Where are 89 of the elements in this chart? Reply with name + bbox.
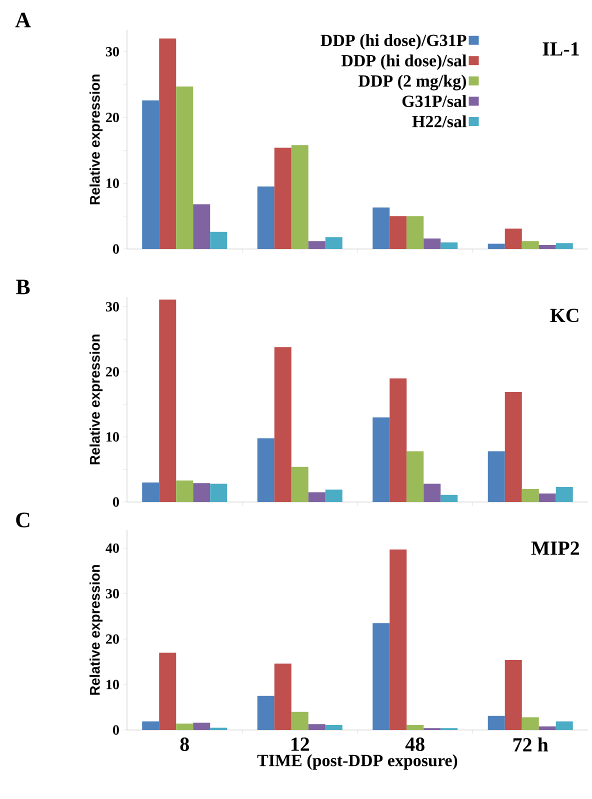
x-axis-title: TIME (post-DDP exposure): [257, 754, 458, 770]
bar: [308, 241, 326, 249]
bar: [176, 724, 194, 730]
bar: [193, 483, 210, 502]
bar: [142, 482, 160, 502]
legend-label: DDP (hi dose)/sal: [341, 54, 466, 70]
bar: [210, 232, 228, 249]
bar: [325, 237, 342, 249]
bar: [504, 228, 522, 249]
bar: [424, 484, 441, 502]
bar: [274, 347, 292, 502]
x-tick-label: 8: [180, 738, 189, 752]
bar: [257, 186, 274, 249]
bar: [538, 245, 556, 249]
x-tick-label: 48: [405, 738, 424, 752]
x-tick-label: 72 h: [513, 738, 548, 752]
bar: [257, 438, 274, 502]
y-tick-label: 20: [106, 112, 119, 122]
bar: [372, 208, 390, 249]
y-tick-label: 10: [106, 178, 119, 188]
bar: [488, 451, 505, 502]
bar: [176, 480, 194, 502]
y-axis-title: Relative expression: [90, 565, 103, 695]
bar: [556, 487, 573, 502]
bar: [504, 392, 522, 502]
bar: [424, 238, 441, 249]
y-tick-label: 30: [106, 302, 119, 312]
bar: [522, 717, 539, 730]
bar: [538, 726, 556, 730]
bar: [210, 484, 228, 502]
legend-label: H22/sal: [412, 115, 466, 128]
bar: [440, 242, 458, 249]
bar: [159, 38, 176, 249]
bar: [372, 417, 390, 502]
bar: [488, 716, 505, 730]
bar: [274, 148, 292, 249]
y-axis-title: Relative expression: [90, 74, 103, 204]
bar: [308, 492, 326, 502]
bar: [193, 204, 210, 249]
bar: [291, 712, 308, 730]
bar: [556, 721, 573, 730]
y-tick-label: 0: [113, 497, 119, 507]
bar: [193, 722, 210, 730]
y-tick-label: 20: [106, 634, 119, 644]
bar: [504, 660, 522, 730]
bar: [538, 494, 556, 502]
bar: [390, 216, 407, 249]
legend-label: G31P/sal: [402, 95, 466, 108]
bar: [308, 724, 326, 730]
bar: [325, 724, 342, 730]
bar: [159, 652, 176, 730]
bar: [522, 241, 539, 249]
text: C: [16, 512, 30, 528]
bar: [488, 244, 505, 249]
bar: [406, 451, 424, 502]
text: A: [15, 12, 31, 28]
y-tick-label: 20: [106, 367, 119, 377]
y-tick-label: 0: [113, 725, 119, 735]
bar: [325, 490, 342, 502]
bar: [291, 145, 308, 249]
legend-label: DDP (2 mg/kg): [358, 74, 466, 90]
bar: [372, 623, 390, 730]
bar: [390, 550, 407, 730]
y-tick-label: 10: [106, 432, 119, 442]
bar: [274, 664, 292, 730]
bar: [257, 696, 274, 730]
y-axis-title: Relative expression: [90, 334, 103, 464]
bar: [176, 86, 194, 249]
text: B: [16, 280, 30, 294]
y-tick-label: 40: [106, 543, 119, 553]
y-tick-label: 30: [106, 46, 119, 56]
y-tick-label: 10: [106, 680, 119, 690]
chart-title: KC: [550, 308, 578, 322]
bar: [142, 721, 160, 730]
chart-title: IL-1: [542, 42, 579, 56]
bar: [440, 494, 458, 502]
y-tick-label: 0: [113, 244, 119, 254]
x-tick-label: 12: [291, 738, 310, 751]
chart-title: MIP2: [531, 542, 580, 555]
bar: [406, 724, 424, 730]
bar: [556, 243, 573, 249]
bar: [159, 300, 176, 502]
bar: [291, 466, 308, 502]
bar: [142, 100, 160, 249]
y-tick-label: 30: [106, 588, 119, 598]
legend-label: DDP (hi dose)/G31P: [320, 34, 466, 50]
bar: [406, 216, 424, 249]
bar: [390, 378, 407, 502]
bar: [522, 488, 539, 502]
